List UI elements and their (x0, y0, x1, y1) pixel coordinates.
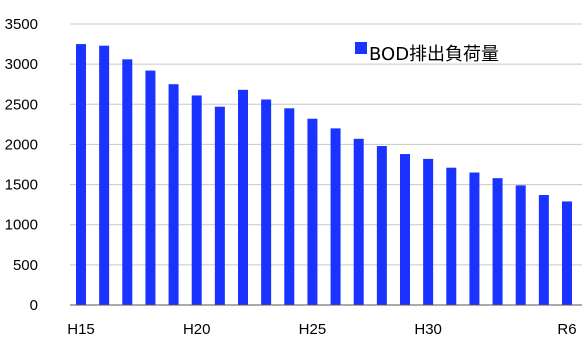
y-tick-label: 1000 (5, 217, 38, 234)
x-tick-label: H15 (67, 321, 95, 338)
y-tick-label: 3500 (5, 16, 38, 33)
y-tick-label: 500 (13, 257, 38, 274)
bar-series (76, 44, 572, 306)
x-tick-label: R6 (557, 321, 576, 338)
bar (261, 99, 272, 305)
y-tick-label: 3000 (5, 56, 38, 73)
x-tick-label: H20 (183, 321, 211, 338)
bar (145, 70, 156, 305)
legend-swatch (355, 42, 367, 54)
x-axis-tick-labels: H15 H20 H25 H30 R6 (67, 321, 576, 338)
y-tick-label: 2500 (5, 96, 38, 113)
bar (214, 106, 225, 305)
bar (400, 154, 410, 305)
bar (469, 172, 480, 305)
bar (492, 178, 503, 305)
bar (423, 158, 434, 305)
bar (446, 167, 457, 305)
bar (353, 138, 364, 305)
bar (284, 108, 295, 305)
y-tick-label: 0 (30, 297, 38, 314)
bar (168, 84, 179, 306)
bar (307, 118, 318, 306)
bar (562, 201, 572, 305)
bar (191, 95, 202, 305)
bar (99, 45, 110, 306)
legend-label: BOD排出負荷量 (369, 44, 499, 65)
bar (122, 59, 133, 305)
bar (538, 195, 549, 305)
bar (238, 89, 248, 305)
y-tick-label: 1500 (5, 177, 38, 194)
bar (330, 128, 341, 305)
bar (376, 146, 387, 305)
y-axis-tick-labels: 0 500 1000 1500 2000 2500 3000 3500 (5, 16, 38, 314)
x-tick-label: H25 (299, 321, 327, 338)
x-tick-label: H30 (414, 321, 442, 338)
legend: BOD排出負荷量 (355, 42, 499, 65)
bar (76, 44, 86, 305)
y-tick-label: 2000 (5, 136, 38, 153)
bar (515, 185, 526, 305)
